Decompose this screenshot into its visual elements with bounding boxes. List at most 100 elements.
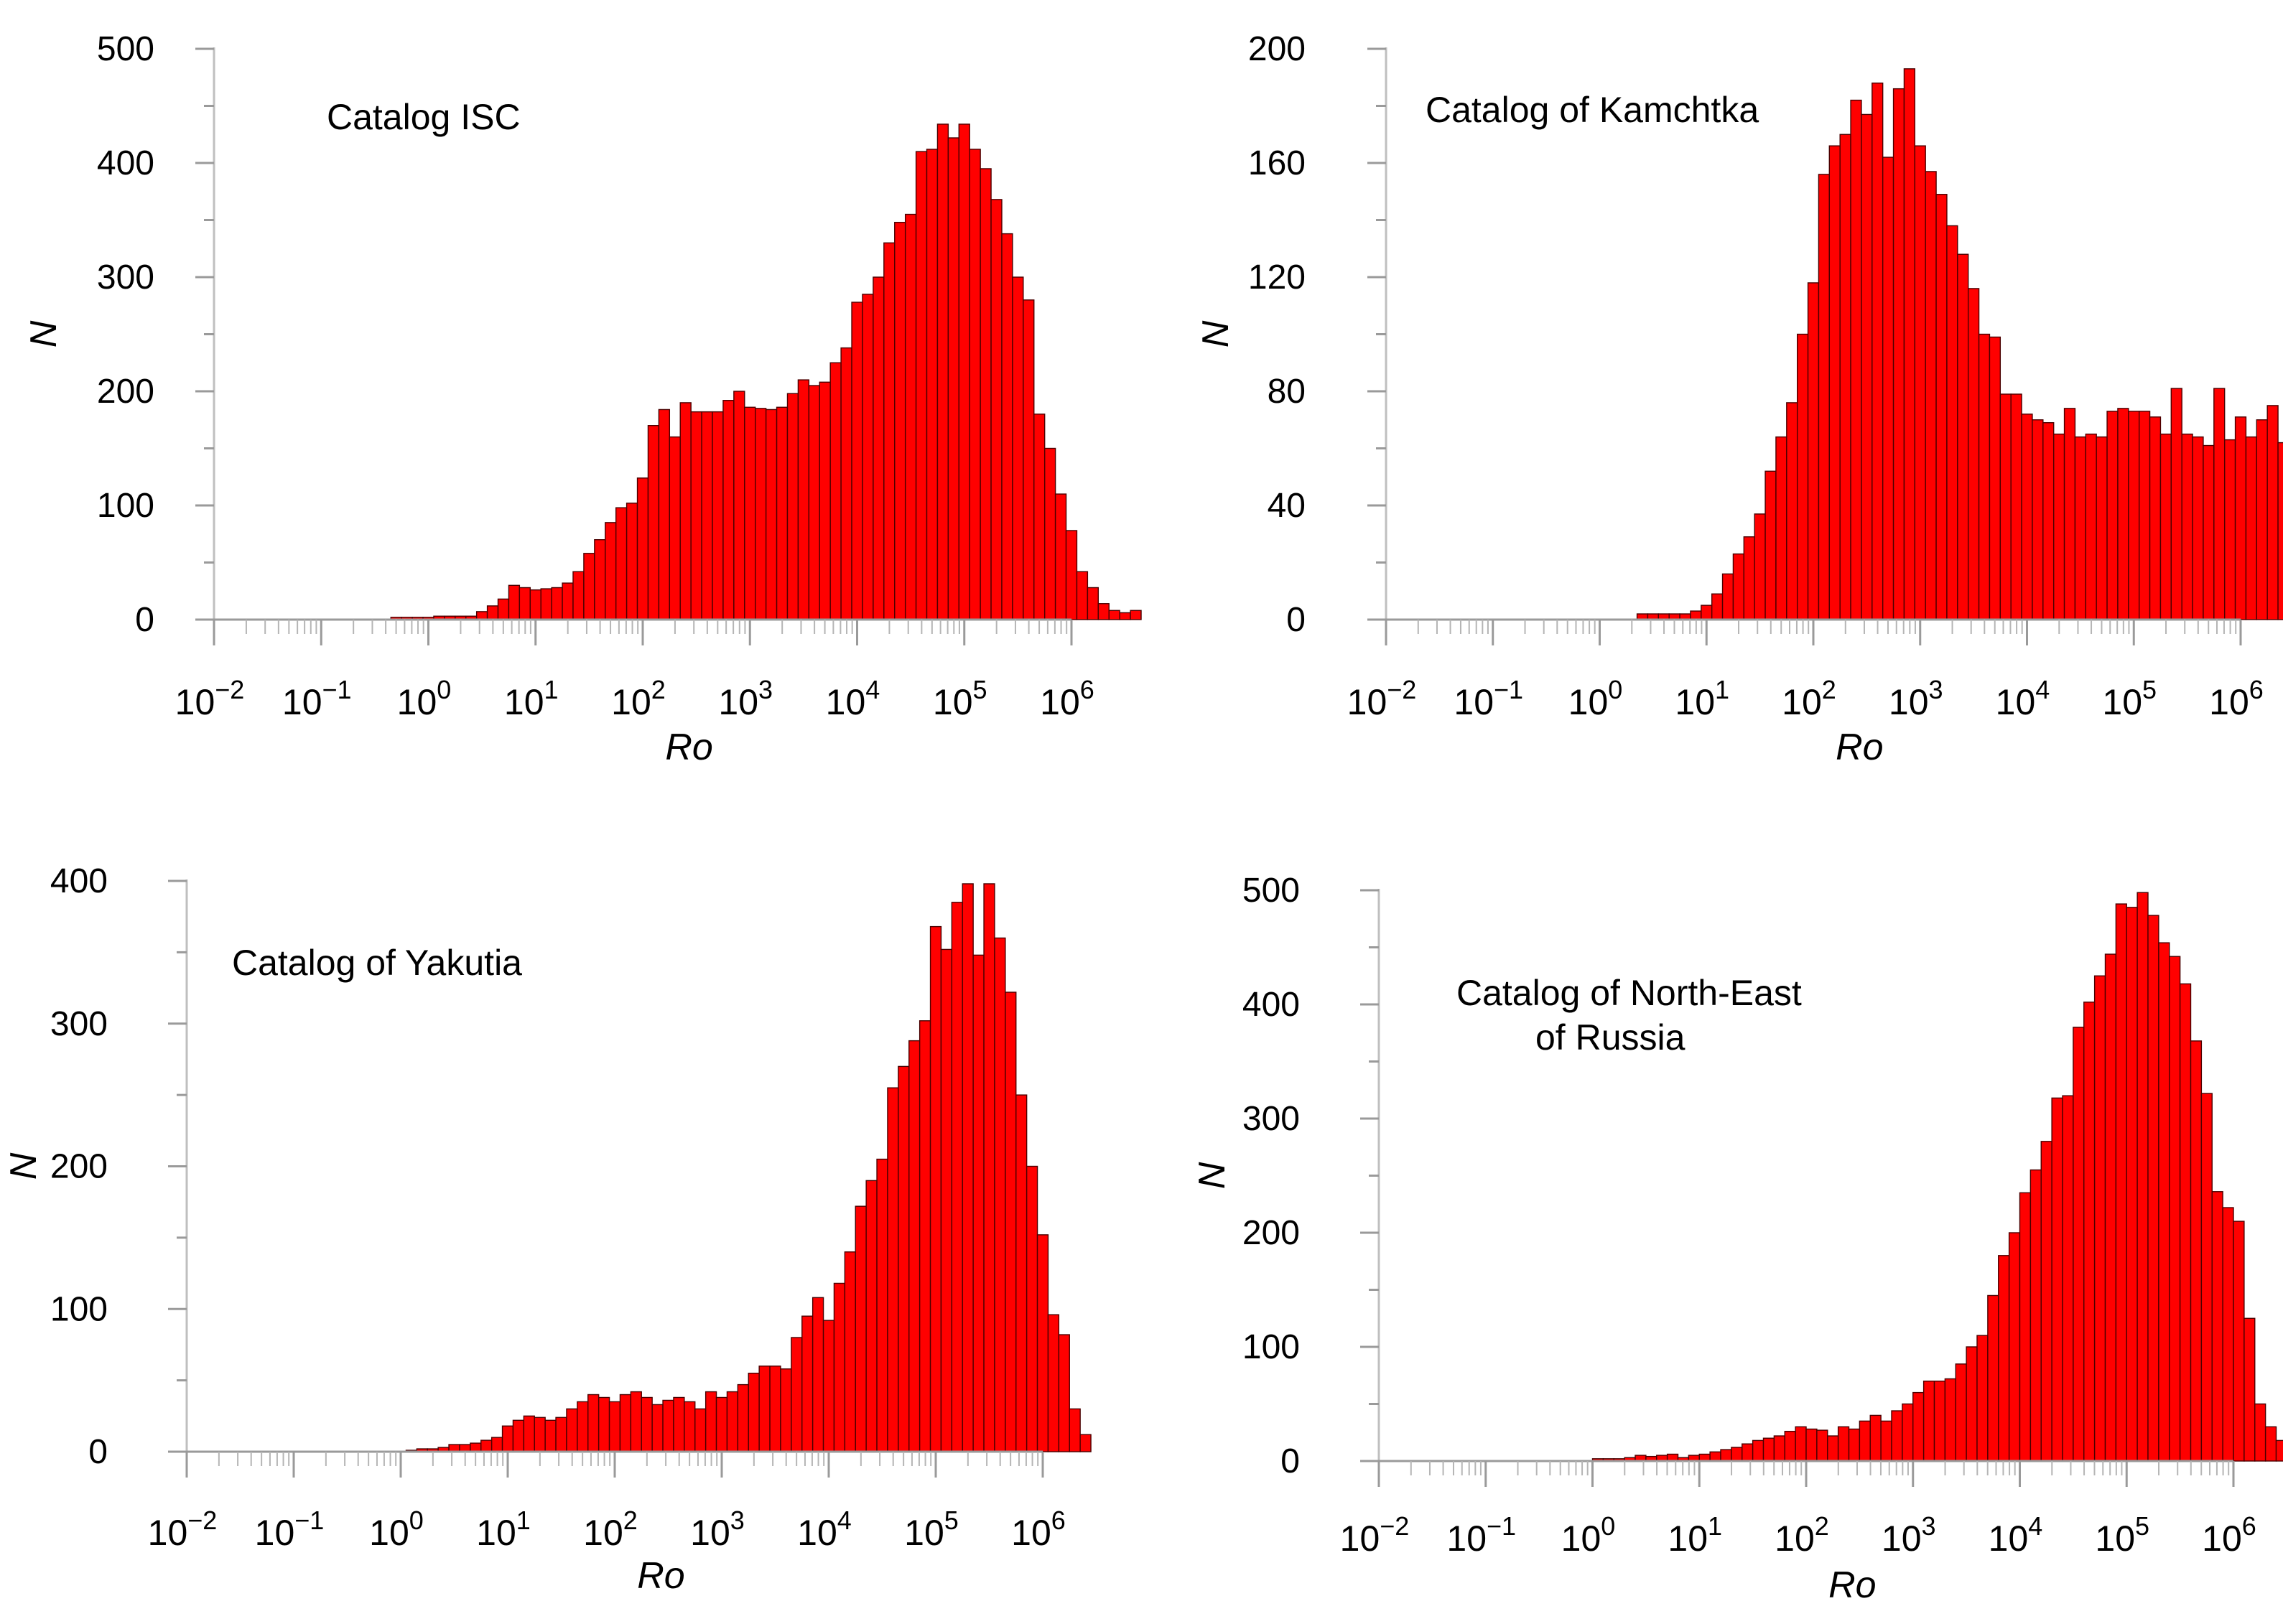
histogram-bar (1957, 253, 1969, 620)
histogram-bar (2213, 388, 2226, 620)
histogram-bar (1097, 603, 1110, 620)
histogram-bar (829, 362, 842, 620)
x-tick-label: 106 (2202, 1511, 2256, 1559)
histogram-bar (2051, 1097, 2063, 1462)
histogram-bar (679, 402, 692, 620)
histogram-bar (2106, 411, 2119, 620)
histogram-bar (1690, 610, 1702, 620)
y-tick-label: 0 (1280, 1442, 1300, 1480)
histogram-bar (1828, 145, 1841, 620)
histogram-bar (1978, 333, 1991, 620)
histogram-bar (887, 1087, 899, 1452)
y-axis-label: N (1191, 1162, 1233, 1189)
histogram-bar (715, 1396, 728, 1452)
histogram-bar (1902, 1403, 1914, 1462)
histogram-bar (1775, 436, 1787, 620)
histogram-bar (904, 213, 917, 620)
histogram-bar (2032, 419, 2044, 620)
histogram-bar (994, 937, 1006, 1452)
histogram-bar (2245, 436, 2258, 620)
histogram-bar (947, 137, 959, 620)
x-axis-label: Ro (1836, 727, 1883, 768)
histogram-bar (980, 168, 992, 620)
x-tick-label: 100 (1568, 675, 1623, 722)
x-tick-label: 100 (397, 675, 452, 722)
histogram-bar (1912, 1391, 1925, 1462)
histogram-bar (1701, 605, 1713, 620)
histogram-bar (1069, 1408, 1081, 1452)
y-tick-label: 80 (1268, 373, 1306, 411)
histogram-bar (566, 1408, 578, 1452)
x-tick-label: 104 (1996, 675, 2050, 722)
histogram-bar (2275, 1439, 2283, 1462)
x-tick-label: 103 (718, 675, 773, 722)
x-tick-label: 10−2 (1340, 1511, 1410, 1559)
y-tick-label: 200 (97, 373, 154, 411)
histogram-bar (619, 1394, 632, 1452)
histogram-bar (2254, 1403, 2266, 1462)
histogram-bar (2040, 1141, 2052, 1462)
histogram-bar (2138, 411, 2151, 620)
histogram-bar (540, 588, 552, 620)
histogram-bar (1818, 174, 1831, 620)
histogram-bar (2074, 436, 2087, 620)
x-tick-label: 104 (1989, 1511, 2043, 1559)
histogram-bar (2008, 1232, 2021, 1462)
y-axis-label: N (3, 1152, 45, 1180)
histogram-bar (2073, 1027, 2085, 1462)
histogram-bar (1966, 1346, 1978, 1462)
histogram-bar (529, 589, 541, 620)
x-tick-label: 10−1 (282, 675, 352, 722)
histogram-bar (1721, 573, 1734, 620)
y-tick-label: 120 (1248, 258, 1306, 297)
histogram-bar (876, 1158, 888, 1452)
histogram-bar (940, 948, 953, 1452)
panel-catalog-north-east-russia: 0 100 200 300 400 500 10−2 10−1 100 101 102 103 104 1… (1191, 872, 2283, 1606)
x-tick-label: 10−1 (1446, 1511, 1516, 1559)
x-tick-label: 10−2 (1347, 675, 1417, 722)
chart-title: Catalog of Kamchtka (1426, 90, 1759, 130)
histogram-bar (1108, 610, 1120, 620)
histogram-bar (844, 1251, 856, 1452)
histogram-bar (1076, 571, 1089, 620)
histogram-bar (1859, 1420, 1871, 1462)
x-tick-label: 101 (1675, 675, 1729, 722)
histogram-bar (1001, 233, 1013, 620)
x-axis-label: Ro (637, 1555, 684, 1597)
histogram-bar (1935, 194, 1948, 620)
histogram-bar (2136, 892, 2149, 1462)
histogram-bar (1784, 1430, 1796, 1462)
histogram-bar (2179, 983, 2192, 1462)
histogram-bar (636, 477, 649, 620)
histogram-bar (2181, 433, 2193, 620)
histogram-bar (851, 302, 863, 620)
histogram-bar (1043, 447, 1056, 620)
histogram-bar (1891, 1410, 1903, 1462)
x-tick-label: 105 (2095, 1511, 2149, 1559)
histogram-bar (797, 379, 810, 620)
histogram-bar (1087, 587, 1099, 620)
histogram-bar (726, 1391, 739, 1452)
histogram-bar (1012, 276, 1024, 620)
histogram-bar (1764, 470, 1777, 620)
histogram-bar (1955, 1363, 1967, 1462)
histogram-bar (712, 411, 724, 620)
histogram-bar (1848, 1428, 1861, 1462)
histogram-bar (951, 902, 963, 1452)
histogram-bar (1892, 88, 1905, 620)
histogram-bar (615, 507, 628, 620)
histogram-bar (647, 425, 660, 620)
histogram-bar (626, 503, 638, 620)
histogram-bar (1850, 99, 1862, 620)
histogram-bar (748, 1372, 760, 1452)
histogram-bar (983, 883, 995, 1452)
histogram-bar (701, 411, 713, 620)
x-tick-label: 105 (2102, 675, 2157, 722)
histogram-bar (2147, 915, 2159, 1462)
x-tick-label: 100 (369, 1506, 424, 1553)
histogram-bar (497, 598, 510, 620)
histogram-bar (1054, 493, 1067, 620)
y-tick-label: 40 (1268, 487, 1306, 525)
histogram-bar (744, 406, 756, 620)
histogram-bar (1914, 145, 1926, 620)
